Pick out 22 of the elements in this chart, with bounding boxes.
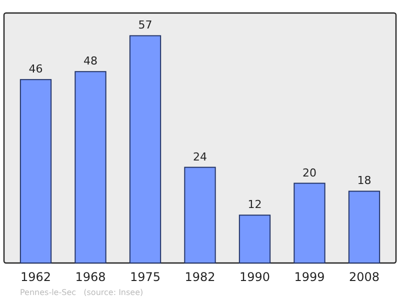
data-label: 48 [84, 54, 98, 68]
bar [238, 214, 271, 264]
data-label: 18 [357, 174, 372, 188]
data-label: 24 [193, 150, 207, 164]
bar [20, 79, 52, 264]
x-tick-label: 1975 [130, 270, 161, 284]
x-tick-label: 2008 [348, 270, 380, 284]
x-tick-label: 1962 [20, 270, 52, 284]
x-tick-label: 1990 [239, 270, 270, 284]
text: Pennes-le-Sec (source: Insee) [20, 288, 144, 297]
x-tick-label: 1982 [184, 270, 216, 284]
x-tick-label: 1968 [75, 270, 106, 284]
data-label: 12 [248, 198, 262, 212]
bar [348, 190, 380, 264]
data-label: 20 [302, 166, 316, 180]
bar [74, 71, 106, 264]
bar [184, 166, 216, 264]
bar [294, 182, 326, 264]
x-tick-label: 1999 [294, 270, 325, 284]
data-label: 57 [138, 18, 152, 32]
bar [129, 35, 162, 264]
data-label: 46 [28, 62, 43, 76]
